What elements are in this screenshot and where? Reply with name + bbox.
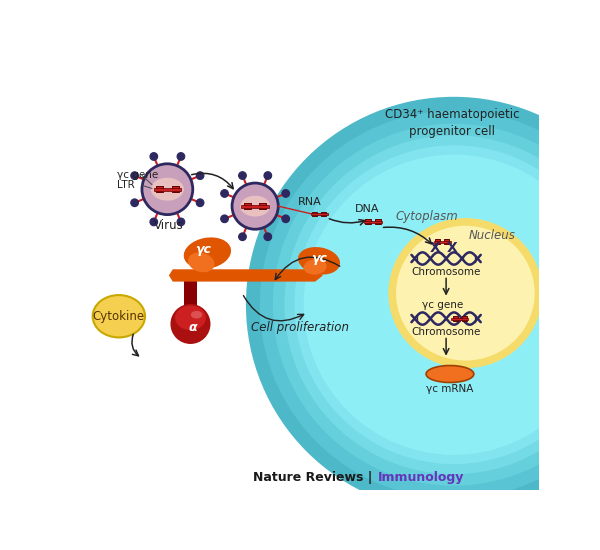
Circle shape <box>131 199 139 207</box>
Bar <box>453 316 458 321</box>
Ellipse shape <box>188 252 214 272</box>
Ellipse shape <box>304 259 327 274</box>
Bar <box>244 203 251 209</box>
Circle shape <box>273 124 600 486</box>
Text: γc: γc <box>196 243 211 256</box>
Text: α: α <box>188 321 197 334</box>
Text: Chromosome: Chromosome <box>412 267 481 277</box>
Text: Cytokine: Cytokine <box>93 310 145 323</box>
Bar <box>241 205 269 208</box>
Circle shape <box>177 218 185 226</box>
Circle shape <box>246 97 600 513</box>
Bar <box>444 239 449 244</box>
Ellipse shape <box>175 305 206 330</box>
Ellipse shape <box>426 366 474 382</box>
Text: Nature Reviews |: Nature Reviews | <box>253 471 377 485</box>
Text: Immunology: Immunology <box>379 471 465 485</box>
Bar <box>364 221 382 223</box>
Bar <box>312 212 317 216</box>
Ellipse shape <box>92 295 145 338</box>
Circle shape <box>177 153 185 161</box>
Ellipse shape <box>240 196 270 217</box>
Text: Cytoplasm: Cytoplasm <box>395 210 458 223</box>
Circle shape <box>150 153 158 161</box>
Bar <box>365 219 371 224</box>
Ellipse shape <box>191 311 202 318</box>
Circle shape <box>282 215 290 223</box>
Bar <box>311 213 328 215</box>
Circle shape <box>295 145 600 464</box>
Circle shape <box>264 233 272 240</box>
Bar <box>462 316 467 321</box>
Text: X: X <box>447 241 458 255</box>
Text: DNA: DNA <box>355 204 379 214</box>
Circle shape <box>142 164 193 215</box>
Text: Chromosome: Chromosome <box>412 327 481 337</box>
Circle shape <box>304 155 600 455</box>
Text: Cell proliferation: Cell proliferation <box>251 321 349 334</box>
Text: RNA: RNA <box>298 196 322 206</box>
Circle shape <box>239 233 247 240</box>
Bar <box>156 186 163 192</box>
Circle shape <box>221 190 229 197</box>
Text: γc gene: γc gene <box>116 170 158 180</box>
Bar <box>184 276 197 307</box>
Text: LTR: LTR <box>116 180 134 190</box>
Circle shape <box>232 183 278 229</box>
Circle shape <box>260 111 600 499</box>
Bar <box>451 317 469 320</box>
Circle shape <box>239 172 247 179</box>
Circle shape <box>196 172 204 179</box>
Text: γc gene: γc gene <box>422 300 463 310</box>
Bar <box>172 186 179 192</box>
Ellipse shape <box>151 178 184 201</box>
Bar <box>154 188 181 191</box>
Text: Nucleus: Nucleus <box>469 229 516 242</box>
Text: γc: γc <box>311 252 327 265</box>
Bar <box>434 240 451 243</box>
Circle shape <box>284 135 600 474</box>
Bar <box>435 239 440 244</box>
Ellipse shape <box>396 226 535 361</box>
Ellipse shape <box>298 247 340 274</box>
Text: CD34⁺ haematopoietic
progenitor cell: CD34⁺ haematopoietic progenitor cell <box>385 108 520 139</box>
Bar <box>321 212 326 216</box>
Text: γc mRNA: γc mRNA <box>426 384 473 394</box>
Circle shape <box>150 218 158 226</box>
Circle shape <box>221 215 229 223</box>
Circle shape <box>282 190 290 197</box>
Text: X: X <box>430 241 440 255</box>
Circle shape <box>264 172 272 179</box>
Ellipse shape <box>388 218 542 368</box>
Circle shape <box>131 172 139 179</box>
Circle shape <box>196 199 204 207</box>
Ellipse shape <box>184 238 231 269</box>
Bar <box>259 203 266 209</box>
Ellipse shape <box>170 304 211 344</box>
Bar <box>375 219 380 224</box>
Polygon shape <box>169 270 323 282</box>
Text: Virus: Virus <box>154 219 184 232</box>
